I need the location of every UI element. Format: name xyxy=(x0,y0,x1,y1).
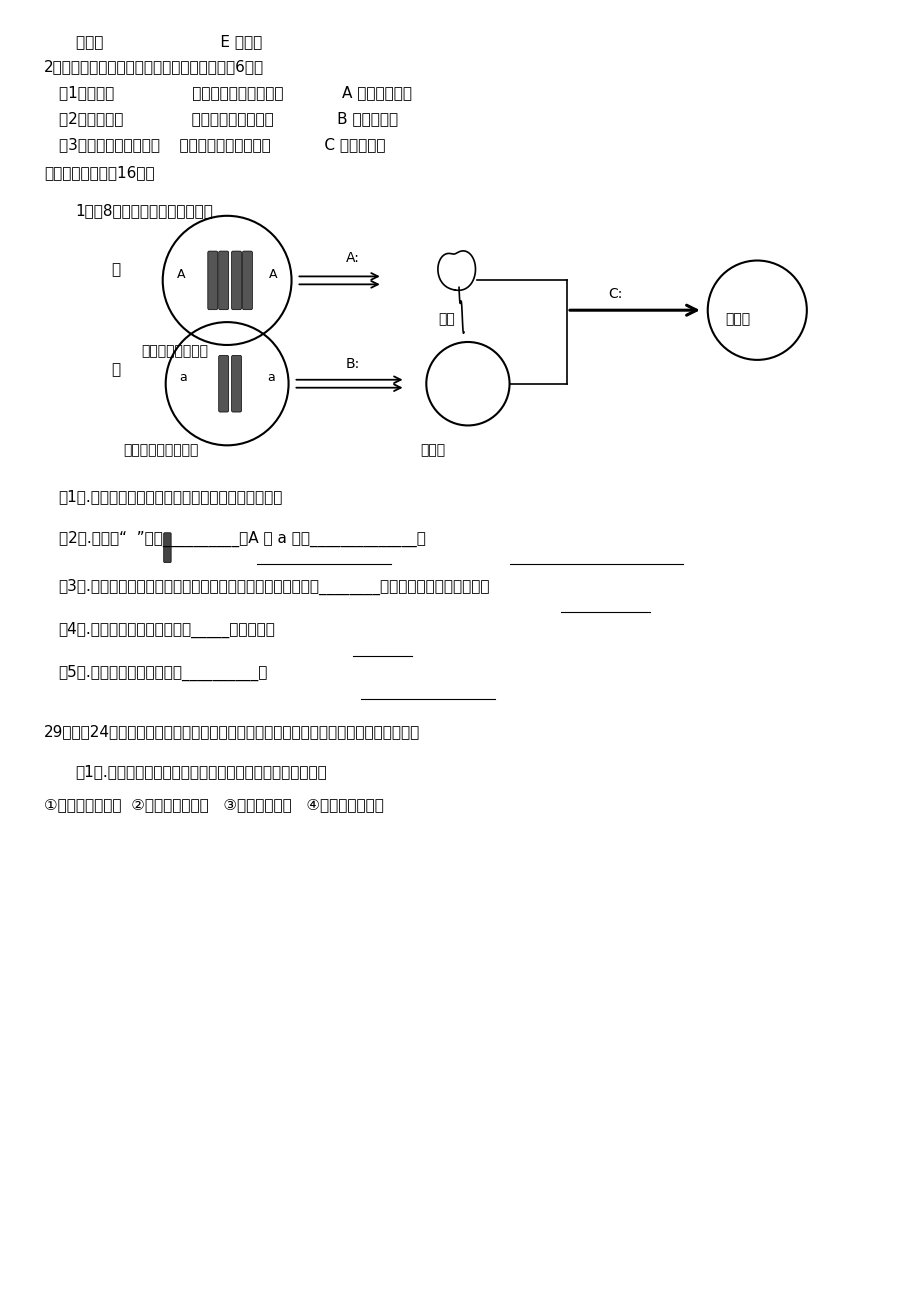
FancyBboxPatch shape xyxy=(232,355,241,411)
Text: 29．（全24分）下面四幅漫画寓意的是人体免疫的三道防线，请分析图片回答下列问题：: 29．（全24分）下面四幅漫画寓意的是人体免疫的三道防线，请分析图片回答下列问题… xyxy=(44,724,420,740)
Text: （1）.将下列一组图示说明的序号填写在图下相应的横线上：: （1）.将下列一组图示说明的序号填写在图下相应的横线上： xyxy=(75,764,327,780)
Text: 父: 父 xyxy=(111,263,120,277)
Text: A:: A: xyxy=(346,250,359,264)
Text: B:: B: xyxy=(346,357,360,371)
Text: A: A xyxy=(177,268,186,281)
Text: （3）.在形成精子（或卵细胞）过程中，体细胞每对染色体中的________条进入精子（或卵细胞）。: （3）.在形成精子（或卵细胞）过程中，体细胞每对染色体中的________条进入… xyxy=(59,578,490,595)
Text: 2、将血管、出血情况和处理方法用线连起来（6分）: 2、将血管、出血情况和处理方法用线连起来（6分） xyxy=(44,59,264,74)
FancyBboxPatch shape xyxy=(232,251,241,310)
Text: A: A xyxy=(268,268,277,281)
Text: 精子: 精子 xyxy=(437,312,455,327)
Text: （5）.母亲的性染色体组成是__________。: （5）.母亲的性染色体组成是__________。 xyxy=(59,665,267,681)
Text: C:: C: xyxy=(608,288,622,301)
FancyBboxPatch shape xyxy=(243,251,252,310)
Text: （2）.图中的“  ”代表__________，A 和 a 代表______________。: （2）.图中的“ ”代表__________，A 和 a 代表_________… xyxy=(59,531,425,547)
Text: 母: 母 xyxy=(111,362,120,376)
Text: a: a xyxy=(179,371,187,384)
Text: ①抗抗抗原的侵入  ②皮肤的保护作用   ③溶菌酶的作用   ④吞噬细胞的作用: ①抗抗抗原的侵入 ②皮肤的保护作用 ③溶菌酶的作用 ④吞噬细胞的作用 xyxy=(44,797,383,812)
Text: 卵细胞: 卵细胞 xyxy=(420,444,445,457)
Text: 1．（8分）观察下图并回答问题: 1．（8分）观察下图并回答问题 xyxy=(75,203,213,217)
Text: 结核病                        E 卡介苗: 结核病 E 卡介苗 xyxy=(75,34,262,49)
FancyBboxPatch shape xyxy=(164,533,171,562)
FancyBboxPatch shape xyxy=(208,251,218,310)
Text: （1）.请把上图中的精子、卵细胞和受精卵补画完整。: （1）.请把上图中的精子、卵细胞和受精卵补画完整。 xyxy=(59,490,283,504)
Text: 能形成精子的细胞: 能形成精子的细胞 xyxy=(141,344,208,358)
Text: 能形成卵细胞的细胞: 能形成卵细胞的细胞 xyxy=(123,444,199,457)
FancyBboxPatch shape xyxy=(219,355,228,411)
Text: （1）创可贴                血液鲜红色，涌出血管            A 毛细血管出血: （1）创可贴 血液鲜红色，涌出血管 A 毛细血管出血 xyxy=(59,86,411,100)
Text: （4）.人体的正常受精卵中含有_____条染色体。: （4）.人体的正常受精卵中含有_____条染色体。 xyxy=(59,622,276,638)
Text: a: a xyxy=(267,371,274,384)
Text: （2）纱布绷带              血液红色，渗出血管             B 小静脉出血: （2）纱布绷带 血液红色，渗出血管 B 小静脉出血 xyxy=(59,112,397,126)
Text: （3）止血带或绷带压迫    血色暗红色，流出血管           C 大动脉出血: （3）止血带或绷带压迫 血色暗红色，流出血管 C 大动脉出血 xyxy=(59,137,385,152)
FancyBboxPatch shape xyxy=(219,251,228,310)
Text: 四、识图分析题（16分）: 四、识图分析题（16分） xyxy=(44,165,154,180)
Text: 受精卵: 受精卵 xyxy=(725,312,750,327)
